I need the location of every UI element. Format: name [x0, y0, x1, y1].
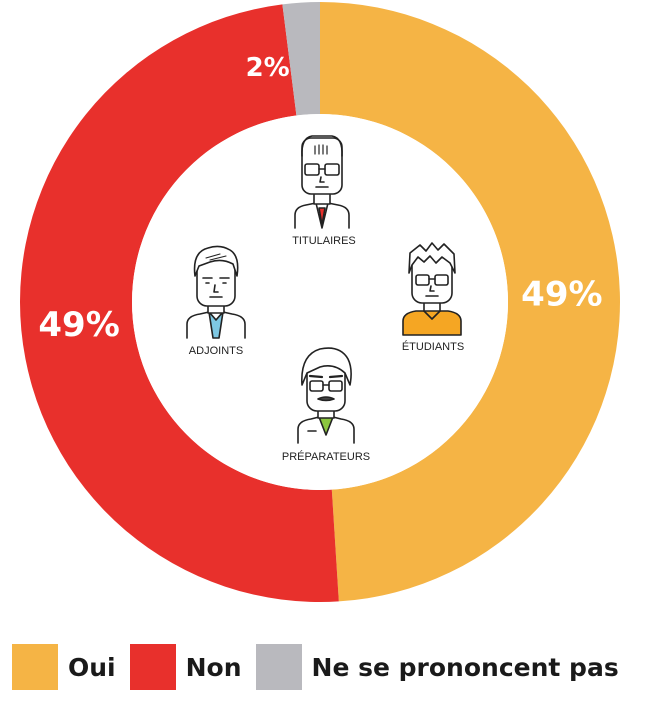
role-label-adjoints: ADJOINTS: [189, 345, 243, 357]
slice-non: [19, 4, 339, 603]
pct-label-ne-se-prononcent-pas: 2%: [246, 53, 290, 83]
legend-item-ne-se-prononcent-pas: Ne se prononcent pas: [255, 644, 619, 690]
role-label-preparateurs: PRÉPARATEURS: [282, 450, 370, 463]
legend-label-non: Non: [185, 652, 242, 682]
donut-hole: [132, 114, 508, 490]
legend-swatch-oui: [12, 644, 58, 690]
percentage-labels: 49% 49% 2%: [38, 53, 602, 345]
legend-swatch-non: [129, 644, 176, 690]
legend-label-ne-se-prononcent-pas: Ne se prononcent pas: [311, 652, 619, 682]
donut-slices: [19, 2, 621, 603]
slice-ne-se-prononcent-pas: [282, 2, 320, 116]
pct-label-non: 49%: [38, 305, 119, 345]
role-label-etudiants: ÉTUDIANTS: [402, 340, 464, 353]
pct-label-oui: 49%: [521, 274, 602, 314]
legend-item-non: Non: [129, 644, 242, 690]
legend: Oui Non Ne se prononcent pas: [12, 643, 633, 691]
slice-oui: [320, 2, 621, 602]
titulaires-figure: [294, 135, 350, 229]
adjoints-figure: [186, 245, 246, 339]
etudiants-figure: [402, 242, 462, 336]
role-label-titulaires: TITULAIRES: [292, 235, 356, 247]
legend-label-oui: Oui: [68, 652, 116, 682]
legend-item-oui: Oui: [12, 644, 116, 690]
legend-swatch-ne-se-prononcent-pas: [255, 644, 302, 690]
preparateurs-figure: [297, 347, 355, 444]
